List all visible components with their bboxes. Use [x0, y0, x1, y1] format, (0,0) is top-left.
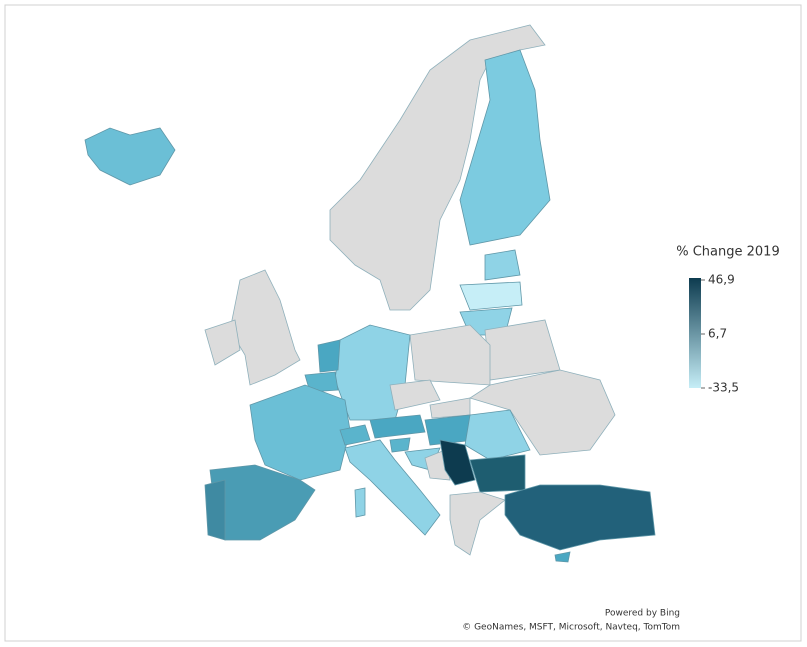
- scandinavia: [329, 24, 546, 311]
- sardinia: [354, 487, 366, 518]
- france: [249, 384, 351, 481]
- attribution-line2: © GeoNames, MSFT, Microsoft, Navteq, Tom…: [462, 623, 680, 633]
- portugal: [204, 479, 226, 541]
- netherlands: [317, 339, 341, 373]
- italy: [344, 439, 441, 536]
- slovenia: [389, 437, 411, 453]
- czechia: [389, 379, 441, 411]
- legend-title: % Change 2019: [676, 245, 779, 260]
- legend-tick-label: -33,5: [708, 381, 739, 395]
- iceland: [84, 127, 176, 186]
- turkey: [504, 484, 656, 551]
- switzerland: [339, 424, 371, 446]
- legend-tick-label: 6,7: [708, 327, 727, 341]
- poland: [409, 324, 491, 386]
- countries: [84, 24, 656, 563]
- austria: [369, 414, 426, 439]
- cyprus: [554, 551, 571, 563]
- attribution-line1: Powered by Bing: [605, 609, 680, 619]
- ukraine: [469, 369, 616, 456]
- serbia: [439, 439, 476, 486]
- ireland: [204, 319, 241, 366]
- legend-bar: [689, 278, 701, 388]
- legend-ticks: 46,9 6,7 -33,5: [701, 273, 739, 395]
- legend-tick-label: 46,9: [708, 273, 735, 287]
- romania: [464, 409, 531, 461]
- latvia: [459, 281, 523, 311]
- greece: [449, 491, 506, 556]
- bulgaria: [469, 454, 526, 493]
- finland: [459, 49, 551, 246]
- estonia: [484, 249, 521, 281]
- frame: [4, 4, 802, 642]
